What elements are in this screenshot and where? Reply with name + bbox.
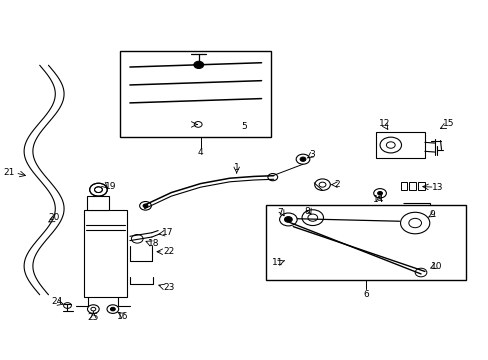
Bar <box>375 132 424 158</box>
Text: 21: 21 <box>4 168 15 177</box>
Text: 24: 24 <box>51 297 62 306</box>
Bar <box>417 182 424 190</box>
Text: 3: 3 <box>308 150 314 159</box>
Text: 9: 9 <box>428 210 434 219</box>
Circle shape <box>110 307 115 311</box>
Circle shape <box>300 157 305 161</box>
Text: 13: 13 <box>431 183 443 192</box>
Bar <box>408 182 415 190</box>
Text: 12: 12 <box>379 119 390 128</box>
Text: 11: 11 <box>271 258 283 267</box>
Bar <box>266 205 466 280</box>
Text: 5: 5 <box>241 122 247 131</box>
Text: 15: 15 <box>442 119 453 128</box>
Text: 1: 1 <box>233 163 239 172</box>
Text: 16: 16 <box>117 312 128 321</box>
Text: 23: 23 <box>163 283 174 292</box>
Text: 19: 19 <box>104 182 116 191</box>
Circle shape <box>143 204 148 208</box>
Circle shape <box>284 217 292 222</box>
Text: 6: 6 <box>363 289 368 298</box>
Bar <box>120 51 271 137</box>
Text: 7: 7 <box>276 208 282 217</box>
Circle shape <box>193 61 203 68</box>
Circle shape <box>377 192 382 195</box>
Text: 8: 8 <box>304 207 309 216</box>
Text: 14: 14 <box>372 195 384 204</box>
Text: 17: 17 <box>162 228 173 237</box>
Bar <box>400 182 407 190</box>
Text: 22: 22 <box>163 247 174 256</box>
Text: 18: 18 <box>147 239 159 248</box>
Text: 20: 20 <box>48 213 60 222</box>
Text: 10: 10 <box>430 262 442 271</box>
Bar <box>83 211 127 297</box>
Text: 2: 2 <box>334 180 339 189</box>
Bar <box>87 196 109 211</box>
Text: 4: 4 <box>198 148 203 157</box>
Text: 25: 25 <box>87 313 99 322</box>
